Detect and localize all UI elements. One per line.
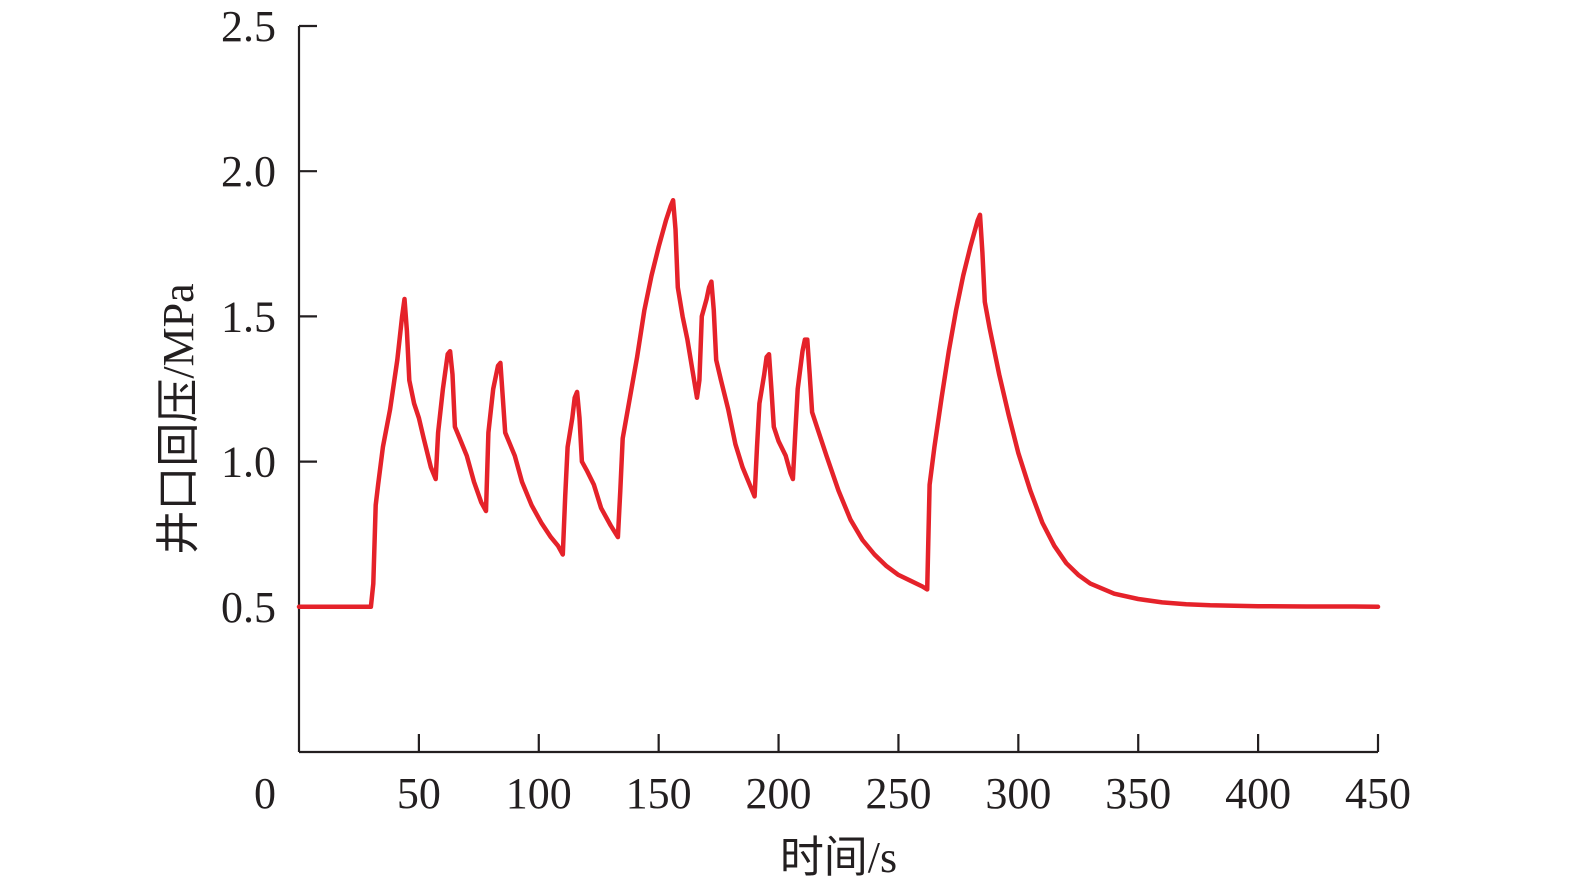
series-line xyxy=(296,197,1381,610)
x-tick-label: 400 xyxy=(1225,769,1291,818)
x-tick-label: 0 xyxy=(254,769,276,818)
x-tick-label: 350 xyxy=(1105,769,1171,818)
x-tick-label: 200 xyxy=(746,769,812,818)
x-axis-title: 时间/s xyxy=(780,833,897,882)
y-tick-label: 1.5 xyxy=(221,292,276,341)
y-tick-label: 2.5 xyxy=(221,2,276,51)
y-axis-title: 井口回压/MPa xyxy=(154,283,203,554)
series-group xyxy=(296,197,1381,610)
x-axis-ticks: 0 50 100 150 200 250 300 350 400 450 xyxy=(254,734,1411,818)
y-axis-ticks: 0.5 1.0 1.5 2.0 2.5 xyxy=(221,2,317,632)
x-tick-label: 450 xyxy=(1345,769,1411,818)
x-tick-label: 300 xyxy=(985,769,1051,818)
x-tick-label: 150 xyxy=(626,769,692,818)
y-tick-label: 1.0 xyxy=(221,438,276,487)
y-tick-label: 2.0 xyxy=(221,147,276,196)
x-tick-label: 100 xyxy=(506,769,572,818)
x-tick-label: 50 xyxy=(397,769,441,818)
x-tick-label: 250 xyxy=(865,769,931,818)
y-tick-label: 0.5 xyxy=(221,583,276,632)
